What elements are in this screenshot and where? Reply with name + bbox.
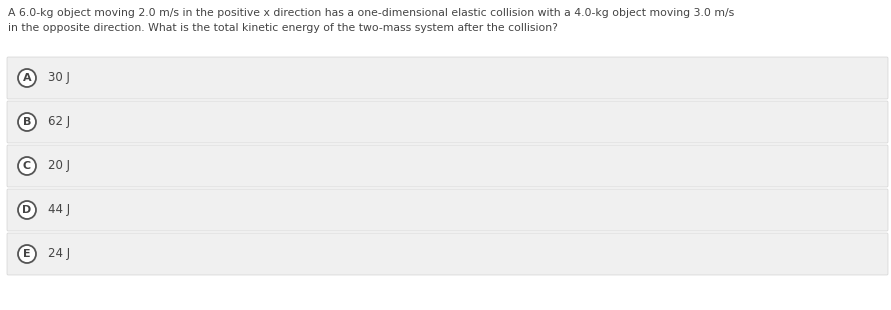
Circle shape xyxy=(18,245,36,263)
FancyBboxPatch shape xyxy=(7,145,888,187)
Text: 62 J: 62 J xyxy=(48,116,70,129)
Text: 30 J: 30 J xyxy=(48,72,69,85)
Text: 24 J: 24 J xyxy=(48,247,70,260)
Text: 20 J: 20 J xyxy=(48,160,70,172)
Text: B: B xyxy=(23,117,31,127)
FancyBboxPatch shape xyxy=(7,57,888,99)
Text: C: C xyxy=(23,161,31,171)
FancyBboxPatch shape xyxy=(7,101,888,143)
Text: D: D xyxy=(22,205,31,215)
Circle shape xyxy=(18,69,36,87)
Circle shape xyxy=(18,201,36,219)
Text: 44 J: 44 J xyxy=(48,203,70,216)
Text: A: A xyxy=(22,73,31,83)
Text: E: E xyxy=(23,249,31,259)
Circle shape xyxy=(18,157,36,175)
Text: A 6.0-kg object moving 2.0 m/s in the positive x direction has a one-dimensional: A 6.0-kg object moving 2.0 m/s in the po… xyxy=(8,8,734,33)
Circle shape xyxy=(18,113,36,131)
FancyBboxPatch shape xyxy=(7,189,888,231)
FancyBboxPatch shape xyxy=(7,233,888,275)
